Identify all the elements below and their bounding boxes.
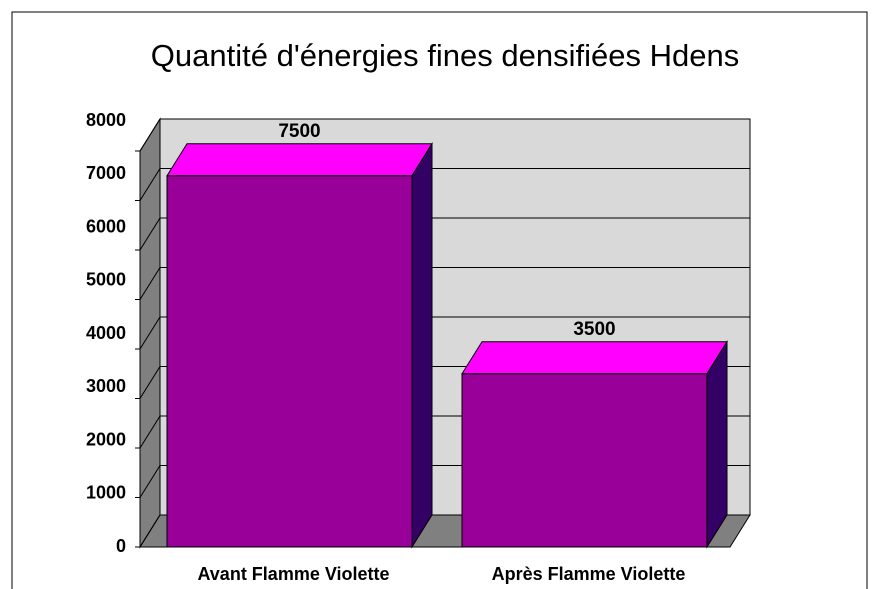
grid-line (139, 217, 161, 251)
bar (461, 373, 708, 548)
bar (166, 175, 413, 548)
y-tick-label: 7000 (86, 163, 126, 183)
y-tick-label: 6000 (86, 216, 126, 236)
grid-line (139, 366, 161, 399)
grid-line (139, 316, 161, 350)
grid-line (139, 415, 161, 449)
grid-line (139, 168, 161, 201)
y-tick-label: 3000 (86, 376, 126, 396)
y-tick-label: 4000 (86, 323, 126, 343)
bar-top (166, 143, 433, 177)
grid-line (139, 514, 161, 548)
x-tick-label: Après Flamme Violette (492, 564, 686, 584)
value-label: 7500 (278, 121, 320, 142)
value-label: 3500 (573, 319, 615, 340)
y-tick-label: 0 (116, 536, 126, 556)
grid-line (139, 267, 161, 300)
bar-side (706, 340, 728, 549)
x-tick-label: Avant Flamme Violette (197, 564, 389, 584)
y-tick-label: 5000 (86, 270, 126, 290)
y-tick-label: 8000 (86, 110, 126, 130)
grid-line (139, 118, 161, 152)
bar-side (411, 142, 433, 549)
chart-title: Quantité d'énergies fines densifiées Hde… (151, 38, 739, 73)
bar-top (461, 341, 728, 375)
grid-line (139, 465, 161, 498)
y-tick-label: 2000 (86, 429, 126, 449)
y-tick-label: 1000 (86, 483, 126, 503)
